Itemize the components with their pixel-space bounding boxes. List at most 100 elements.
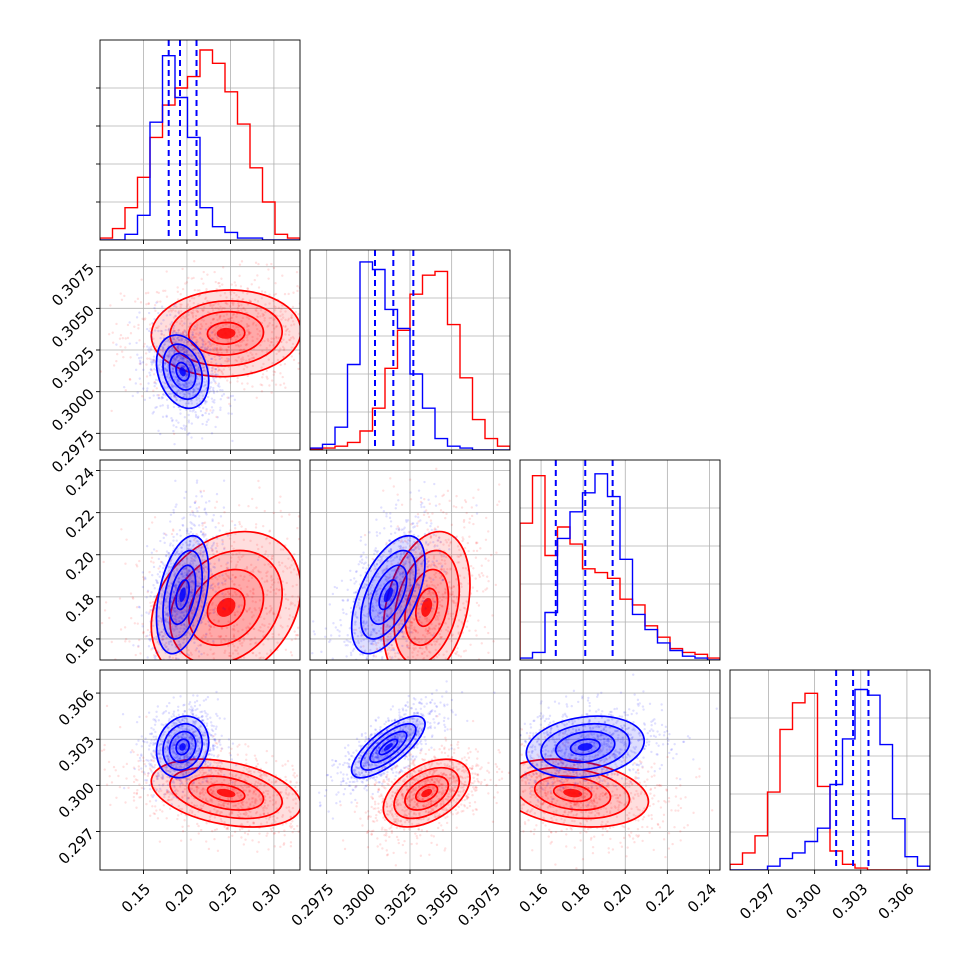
sample-point bbox=[231, 652, 235, 655]
sample-point bbox=[414, 515, 417, 518]
sample-point bbox=[149, 560, 153, 563]
sample-point bbox=[245, 567, 249, 570]
sample-point bbox=[174, 657, 178, 660]
sample-point bbox=[185, 529, 189, 532]
sample-point bbox=[213, 270, 216, 274]
sample-point bbox=[152, 584, 155, 587]
sample-point bbox=[232, 635, 236, 638]
sample-point bbox=[192, 523, 195, 526]
sample-point bbox=[201, 593, 205, 597]
sample-point bbox=[218, 529, 221, 532]
sample-point bbox=[209, 562, 212, 565]
sample-point bbox=[424, 641, 427, 644]
sample-point bbox=[248, 299, 251, 302]
sample-point bbox=[226, 317, 230, 321]
sample-point bbox=[232, 635, 235, 638]
sample-point bbox=[462, 538, 465, 541]
sample-point bbox=[148, 570, 151, 574]
sample-point bbox=[226, 338, 230, 341]
sample-point bbox=[250, 611, 254, 614]
sample-point bbox=[212, 303, 215, 307]
sample-point bbox=[319, 607, 321, 609]
sample-point bbox=[432, 557, 436, 560]
sample-point bbox=[432, 578, 435, 581]
sample-point bbox=[360, 634, 363, 637]
sample-point bbox=[263, 624, 266, 627]
sample-point bbox=[187, 392, 191, 395]
sample-point bbox=[167, 584, 171, 588]
sample-point bbox=[220, 581, 224, 585]
sample-point bbox=[235, 334, 239, 338]
sample-point bbox=[253, 636, 257, 640]
sample-point bbox=[142, 578, 146, 581]
sample-point bbox=[166, 687, 168, 689]
sample-point bbox=[351, 678, 353, 680]
sample-point bbox=[227, 575, 230, 578]
sample-point bbox=[186, 310, 190, 313]
sample-point bbox=[387, 711, 389, 713]
sample-point bbox=[167, 551, 171, 555]
sample-point bbox=[166, 572, 169, 575]
sample-point bbox=[183, 357, 186, 361]
sample-point bbox=[444, 590, 447, 593]
sample-point bbox=[150, 556, 154, 560]
sample-point bbox=[221, 324, 225, 328]
sample-point bbox=[172, 429, 175, 433]
sample-point bbox=[193, 547, 197, 550]
sample-point bbox=[215, 686, 217, 688]
sample-point bbox=[366, 624, 370, 627]
sample-point bbox=[442, 493, 445, 497]
sample-point bbox=[176, 627, 179, 630]
sample-point bbox=[394, 587, 397, 591]
sample-point bbox=[402, 632, 405, 636]
sample-point bbox=[376, 588, 380, 592]
sample-point bbox=[115, 322, 118, 326]
sample-point bbox=[411, 617, 414, 620]
sample-point bbox=[180, 572, 184, 575]
sample-point bbox=[408, 581, 411, 585]
sample-point bbox=[168, 656, 171, 659]
sample-point bbox=[189, 363, 193, 366]
sample-point bbox=[179, 317, 183, 320]
sample-point bbox=[437, 607, 441, 610]
sample-point bbox=[209, 385, 213, 389]
sample-point bbox=[169, 698, 171, 700]
sample-point bbox=[367, 640, 371, 643]
sample-point bbox=[188, 574, 192, 577]
sample-point bbox=[171, 367, 175, 371]
sample-point bbox=[272, 299, 275, 303]
sample-point bbox=[246, 325, 249, 328]
sample-point bbox=[445, 570, 448, 574]
sample-point bbox=[286, 567, 289, 570]
sample-point bbox=[224, 664, 226, 666]
sample-point bbox=[410, 639, 413, 643]
sample-point bbox=[274, 306, 277, 309]
sample-point bbox=[196, 585, 199, 588]
sample-point bbox=[176, 657, 179, 660]
sample-point bbox=[175, 620, 178, 624]
sample-point bbox=[214, 376, 218, 379]
sample-point bbox=[409, 584, 413, 587]
plot-area bbox=[100, 479, 321, 700]
sample-point bbox=[138, 638, 141, 642]
sample-point bbox=[284, 386, 287, 389]
sample-point bbox=[192, 309, 195, 312]
sample-point bbox=[233, 649, 237, 652]
sample-point bbox=[182, 623, 186, 626]
sample-point bbox=[341, 608, 345, 611]
sample-point bbox=[392, 646, 395, 650]
sample-point bbox=[179, 349, 182, 352]
sample-point bbox=[219, 314, 222, 318]
sample-point bbox=[145, 544, 149, 548]
sample-point bbox=[187, 551, 190, 555]
sample-point bbox=[175, 398, 178, 401]
sample-point bbox=[196, 510, 199, 513]
sample-point bbox=[436, 544, 439, 548]
sample-point bbox=[363, 605, 366, 609]
sample-point bbox=[251, 568, 255, 572]
sample-point bbox=[176, 359, 180, 363]
sample-point bbox=[207, 340, 210, 344]
sample-point bbox=[280, 318, 283, 321]
sample-point bbox=[173, 395, 176, 399]
sample-point bbox=[260, 383, 264, 387]
